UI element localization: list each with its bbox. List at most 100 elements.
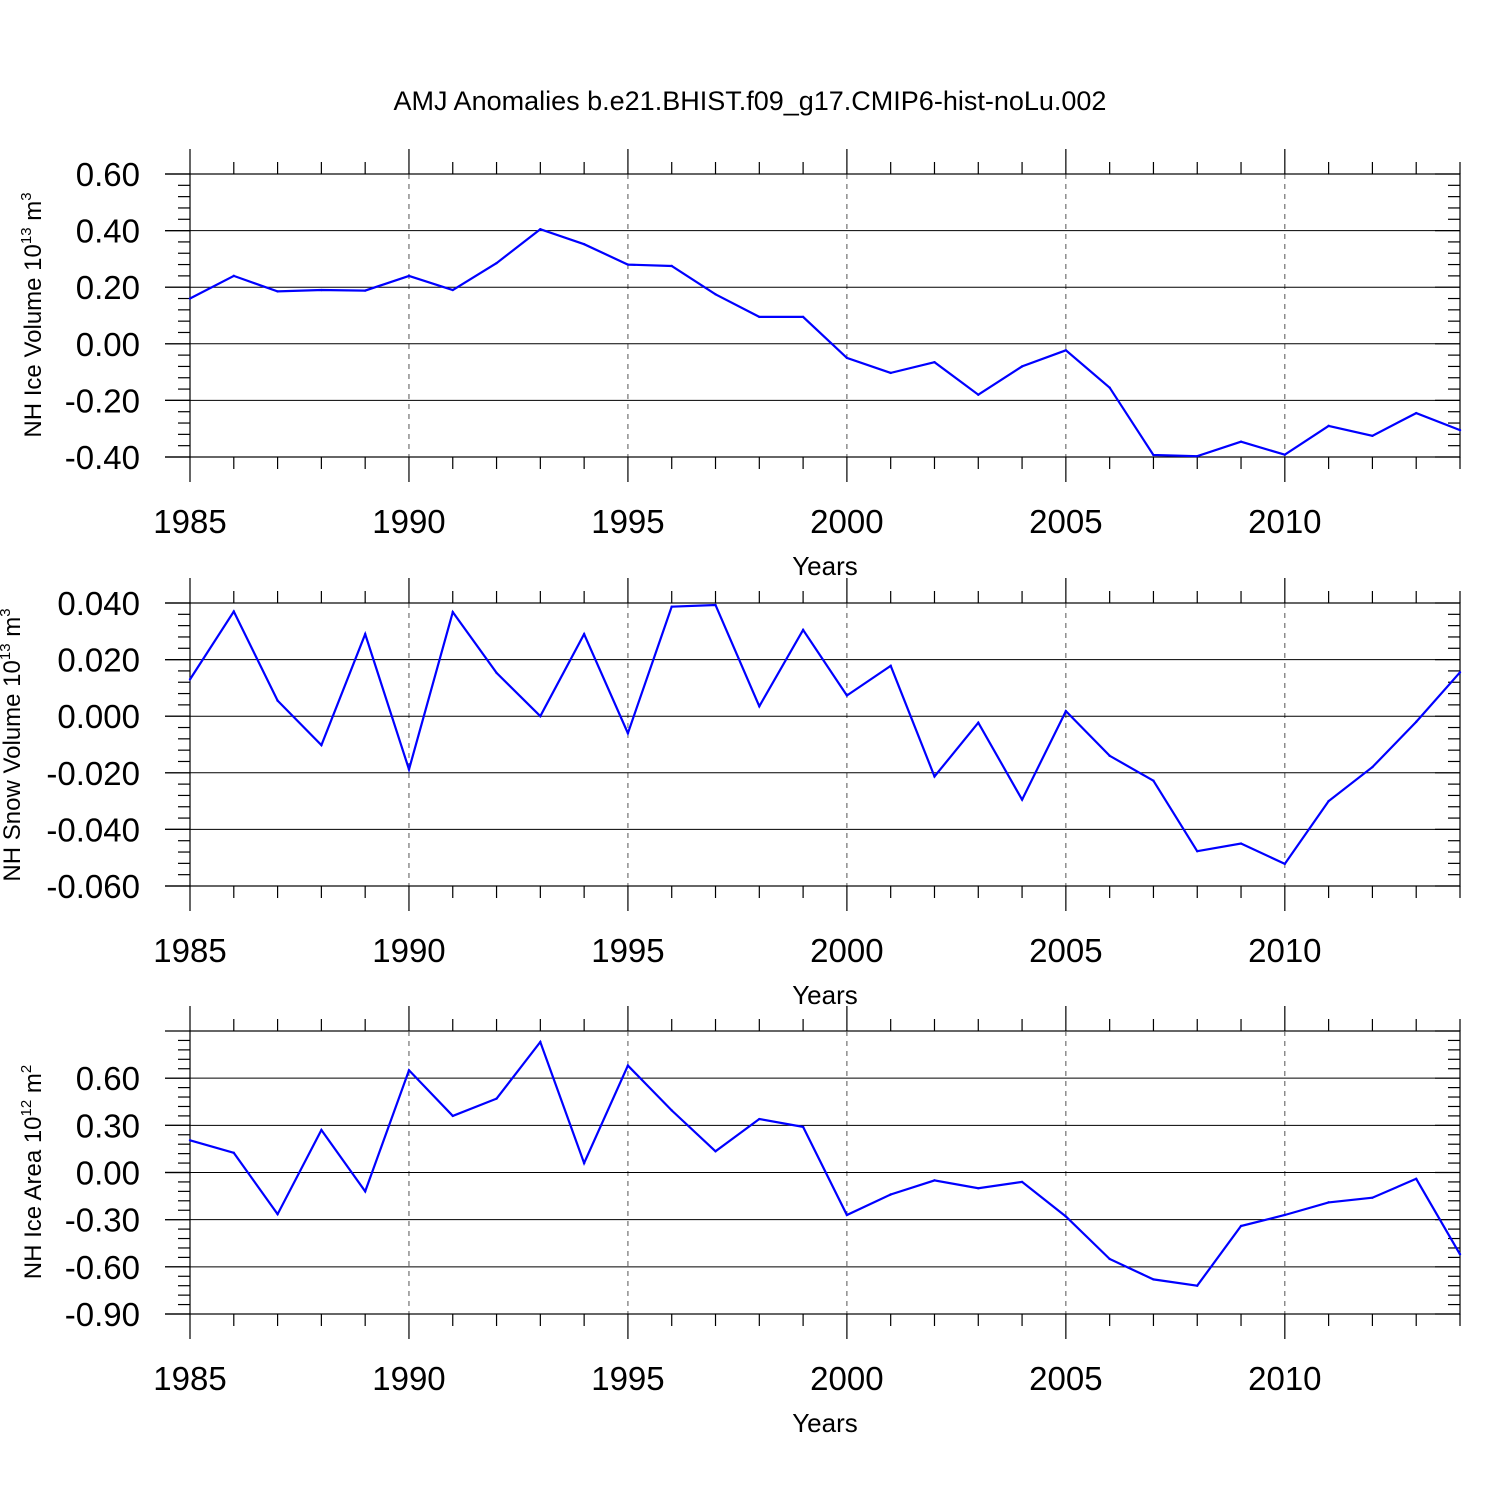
panel-ice-area: 0.60 0.30 0.00 -0.30 -0.60 -0.90 1985 1990 1995… bbox=[18, 1006, 1462, 1438]
data-point bbox=[451, 1114, 454, 1118]
data-point bbox=[845, 1213, 849, 1217]
data-point bbox=[407, 1069, 411, 1072]
x-tick-labels: 1985 1990 1995 2000 2005 2010 bbox=[153, 503, 1321, 540]
y-tick-labels: 0.60 0.40 0.20 0.00 -0.20 -0.40 bbox=[65, 156, 140, 476]
y-axis-label: NH Ice Volume 1013 m3 bbox=[18, 192, 47, 437]
x-tick-label: 2010 bbox=[1248, 932, 1321, 969]
y-tick-label: 0.60 bbox=[76, 156, 140, 193]
data-point bbox=[801, 1125, 805, 1129]
x-axis-label: Years bbox=[792, 551, 858, 581]
data-point bbox=[1064, 349, 1068, 352]
y-tick-label: 0.00 bbox=[76, 1155, 140, 1192]
data-points bbox=[188, 227, 1462, 458]
data-point bbox=[889, 371, 892, 375]
y-tick-label: 0.40 bbox=[76, 213, 140, 250]
data-point bbox=[1064, 1215, 1068, 1218]
data-points bbox=[188, 1040, 1462, 1287]
data-point bbox=[539, 227, 542, 231]
y-tick-label: -0.020 bbox=[46, 755, 140, 792]
y-tick-label: 0.20 bbox=[76, 269, 140, 306]
x-grid bbox=[408, 174, 1286, 457]
data-point bbox=[670, 264, 673, 268]
data-point bbox=[1371, 1196, 1374, 1199]
y-tick-label: 0.000 bbox=[57, 698, 140, 735]
x-tick-label: 2005 bbox=[1029, 932, 1102, 969]
data-point bbox=[320, 1128, 323, 1132]
data-point bbox=[1020, 365, 1024, 368]
x-tick-label: 1995 bbox=[591, 1360, 664, 1397]
x-tick-label: 1985 bbox=[153, 1360, 226, 1397]
data-point bbox=[714, 1150, 717, 1153]
data-point bbox=[407, 274, 411, 278]
data-point bbox=[889, 1193, 892, 1196]
x-grid bbox=[408, 603, 1286, 886]
y-tick-label: 0.60 bbox=[76, 1060, 140, 1097]
data-point bbox=[320, 288, 323, 292]
data-point bbox=[1415, 1177, 1418, 1180]
data-point bbox=[845, 694, 849, 697]
data-point bbox=[582, 1161, 586, 1165]
data-point bbox=[1327, 1201, 1330, 1204]
data-point bbox=[1108, 386, 1111, 389]
data-point bbox=[539, 715, 542, 718]
x-tick-label: 2005 bbox=[1029, 503, 1102, 540]
y-tick-label: 0.040 bbox=[57, 585, 140, 622]
data-point bbox=[407, 768, 411, 771]
data-point bbox=[933, 360, 936, 364]
y-axis-label: NH Snow Volume 1013 m3 bbox=[0, 608, 26, 881]
plot-frame bbox=[189, 173, 1461, 458]
x-tick-label: 1990 bbox=[372, 932, 445, 969]
data-point bbox=[1108, 1257, 1111, 1261]
data-points bbox=[188, 603, 1462, 866]
series-line bbox=[189, 227, 1461, 458]
data-point bbox=[451, 288, 454, 292]
data-point bbox=[539, 1040, 542, 1044]
data-point bbox=[1196, 849, 1199, 853]
data-point bbox=[363, 1190, 367, 1193]
x-tick-label: 2000 bbox=[810, 1360, 883, 1397]
x-tick-label: 1985 bbox=[153, 932, 226, 969]
data-point bbox=[188, 1139, 192, 1142]
x-tick-labels: 1985 1990 1995 2000 2005 2010 bbox=[153, 1360, 1321, 1397]
data-point bbox=[933, 1179, 936, 1182]
data-point bbox=[1327, 424, 1330, 428]
x-tick-label: 2000 bbox=[810, 932, 883, 969]
data-point bbox=[495, 261, 498, 265]
x-tick-label: 1990 bbox=[372, 1360, 445, 1397]
data-point bbox=[1283, 862, 1287, 866]
data-point bbox=[1239, 842, 1243, 845]
x-axis-label: Years bbox=[792, 1408, 858, 1438]
y-tick-label: -0.30 bbox=[65, 1202, 140, 1239]
data-point bbox=[363, 632, 367, 636]
data-point bbox=[801, 628, 805, 632]
data-point bbox=[1415, 411, 1418, 415]
data-point bbox=[1020, 1180, 1024, 1184]
y-axis-label: NH Ice Area 1012 m2 bbox=[18, 1065, 47, 1279]
data-point bbox=[1371, 765, 1374, 769]
panel-ice-volume: 0.60 0.40 0.20 0.00 -0.20 -0.40 1985 1990 1995 2… bbox=[18, 149, 1462, 581]
data-point bbox=[188, 297, 192, 300]
x-axis-label: Years bbox=[792, 980, 858, 1010]
x-tick-label: 1995 bbox=[591, 503, 664, 540]
data-point bbox=[582, 632, 586, 636]
y-tick-label: 0.00 bbox=[76, 326, 140, 363]
x-tick-label: 1995 bbox=[591, 932, 664, 969]
data-point bbox=[626, 263, 630, 266]
y-tick-label: -0.040 bbox=[46, 811, 140, 848]
data-point bbox=[670, 605, 673, 608]
x-tick-labels: 1985 1990 1995 2000 2005 2010 bbox=[153, 932, 1321, 969]
data-point bbox=[1196, 1284, 1199, 1287]
y-tick-label: -0.060 bbox=[46, 868, 140, 905]
data-point bbox=[1108, 754, 1111, 758]
data-point bbox=[1415, 720, 1418, 724]
tick-marks bbox=[165, 1006, 1461, 1339]
y-tick-label: -0.60 bbox=[65, 1249, 140, 1286]
data-point bbox=[1371, 434, 1374, 437]
data-point bbox=[977, 1187, 980, 1190]
data-point bbox=[1152, 1278, 1155, 1281]
y-tick-label: -0.40 bbox=[65, 439, 140, 476]
y-tick-label: -0.20 bbox=[65, 382, 140, 419]
data-point bbox=[320, 743, 323, 747]
data-point bbox=[1239, 1224, 1243, 1228]
